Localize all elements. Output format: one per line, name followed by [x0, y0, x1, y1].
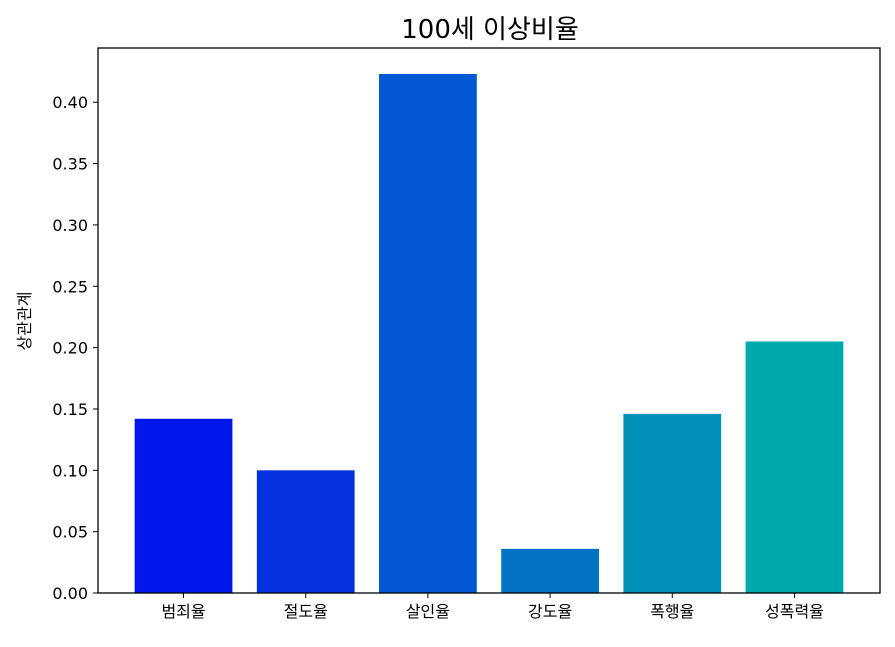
y-tick-label: 0.05	[52, 523, 88, 542]
x-tick-label: 강도율	[528, 602, 572, 621]
y-axis-ticks: 0.00 0.05 0.10 0.15 0.20 0.25 0.30 0.35 0.40	[52, 93, 98, 603]
y-tick-label: 0.10	[52, 461, 88, 480]
plot-frame	[97, 47, 881, 594]
x-tick-label: 범죄율	[161, 602, 205, 621]
y-tick-label: 0.40	[52, 93, 88, 112]
x-tick-label: 성폭력율	[765, 602, 824, 621]
y-tick-label: 0.35	[52, 155, 88, 174]
bar-2	[256, 470, 355, 593]
bar-1	[134, 418, 233, 593]
x-axis-ticks: 범죄율 절도율 살인율 강도율 폭행율 성폭력율	[161, 593, 824, 621]
chart-title: 100세 이상비율	[401, 15, 579, 45]
y-tick-label: 0.30	[52, 216, 88, 235]
x-tick-label: 절도율	[284, 602, 328, 621]
x-tick-label: 폭행율	[650, 602, 694, 621]
bar-6	[745, 341, 844, 593]
y-tick-label: 0.15	[52, 400, 88, 419]
y-tick-label: 0.20	[52, 339, 88, 358]
bar-5	[623, 413, 722, 593]
bar-series	[134, 74, 844, 593]
x-tick-label: 살인율	[406, 602, 450, 621]
bar-3	[379, 74, 477, 593]
y-tick-label: 0.00	[52, 584, 88, 603]
y-axis-label: 상관관계	[15, 292, 34, 351]
y-tick-label: 0.25	[52, 277, 88, 296]
bar-4	[501, 548, 599, 593]
